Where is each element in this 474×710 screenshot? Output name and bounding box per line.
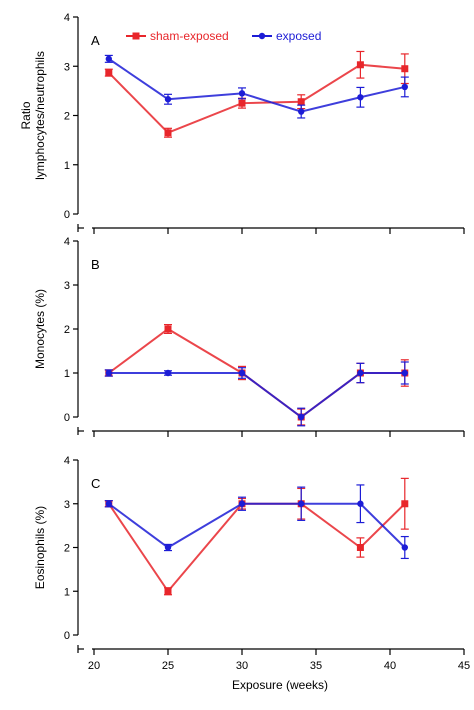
series-sham-exposed bbox=[104, 477, 409, 596]
y-axis-label: lymphocytes/neutrophils bbox=[33, 51, 47, 180]
data-point bbox=[356, 61, 364, 69]
data-point bbox=[238, 99, 246, 107]
legend-swatch-marker bbox=[258, 32, 266, 40]
y-tick-label: 4 bbox=[64, 455, 70, 467]
data-point bbox=[401, 500, 409, 508]
y-tick-label: 3 bbox=[64, 61, 70, 73]
data-point bbox=[105, 369, 113, 377]
data-point bbox=[105, 55, 113, 63]
panel-label: B bbox=[91, 257, 100, 272]
y-tick-label: 4 bbox=[64, 12, 70, 24]
data-point bbox=[401, 65, 409, 73]
data-point bbox=[357, 500, 364, 507]
data-point bbox=[164, 587, 172, 595]
data-point bbox=[164, 129, 172, 137]
series-sham-exposed bbox=[104, 324, 409, 426]
data-point bbox=[401, 83, 408, 91]
y-axis-label: Eosinophils (%) bbox=[33, 506, 47, 589]
x-tick-label: 20 bbox=[88, 660, 100, 672]
y-tick-label: 0 bbox=[64, 630, 70, 642]
x-tick-label: 30 bbox=[236, 660, 248, 672]
data-point bbox=[297, 98, 305, 106]
data-point bbox=[238, 369, 246, 377]
panel-b: 0 1 2 3 4 Monocytes (%) B bbox=[33, 236, 465, 437]
legend-label: exposed bbox=[276, 29, 321, 43]
legend-swatch-marker bbox=[132, 32, 140, 40]
series-exposed bbox=[104, 54, 409, 119]
series-exposed bbox=[104, 361, 409, 427]
panels: 0 1 2 3 4 Ratio lymphocytes/neutrophils A 0 1 2 3 4 M… bbox=[19, 12, 470, 692]
y-tick-label: 4 bbox=[64, 236, 70, 248]
data-point bbox=[298, 108, 305, 115]
x-tick-label: 25 bbox=[162, 660, 174, 672]
data-point bbox=[105, 69, 113, 77]
y-tick-label: 1 bbox=[64, 160, 70, 172]
panel-label: C bbox=[91, 476, 100, 491]
legend-label: sham-exposed bbox=[150, 29, 229, 43]
x-axis-label: Exposure (weeks) bbox=[232, 678, 328, 692]
legend-item-sham-exposed: sham-exposed bbox=[126, 29, 229, 43]
panel-a: 0 1 2 3 4 Ratio lymphocytes/neutrophils A bbox=[19, 12, 465, 234]
y-tick-label: 2 bbox=[64, 543, 70, 555]
data-point bbox=[357, 369, 364, 377]
data-point bbox=[164, 96, 172, 103]
x-tick-label: 40 bbox=[384, 660, 396, 672]
y-tick-label: 0 bbox=[64, 209, 70, 221]
data-point bbox=[238, 500, 246, 507]
data-point bbox=[401, 369, 408, 377]
data-point bbox=[164, 325, 172, 333]
data-point bbox=[298, 500, 305, 507]
series-exposed bbox=[104, 484, 409, 560]
data-point bbox=[356, 544, 364, 551]
legend-item-exposed: exposed bbox=[252, 29, 321, 43]
data-point bbox=[298, 413, 305, 421]
legend: sham-exposed exposed bbox=[126, 29, 321, 43]
data-point bbox=[164, 369, 172, 377]
y-tick-label: 2 bbox=[64, 324, 70, 336]
x-tick-label: 45 bbox=[458, 660, 470, 672]
y-tick-label: 2 bbox=[64, 111, 70, 123]
y-tick-label: 1 bbox=[64, 368, 70, 380]
data-point bbox=[401, 544, 408, 551]
series-line bbox=[108, 372, 405, 419]
y-tick-label: 1 bbox=[64, 586, 70, 598]
x-tick-label: 35 bbox=[310, 660, 322, 672]
series-line bbox=[108, 58, 406, 113]
data-point bbox=[357, 94, 364, 101]
y-tick-label: 3 bbox=[64, 280, 70, 292]
data-point bbox=[164, 544, 172, 551]
series-line bbox=[108, 502, 406, 549]
y-tick-label: 3 bbox=[64, 499, 70, 511]
panel-label: A bbox=[91, 33, 100, 48]
data-point bbox=[238, 90, 246, 97]
panel-c: 0 1 2 3 4 20 25 30 35 40 45 Eosinophils (%) C Exposur… bbox=[33, 455, 470, 692]
data-point bbox=[105, 500, 113, 507]
series-sham-exposed bbox=[104, 50, 409, 138]
y-axis-label: Monocytes (%) bbox=[33, 289, 47, 369]
y-tick-label: 0 bbox=[64, 412, 70, 424]
y-axis-label: Ratio bbox=[19, 101, 33, 129]
